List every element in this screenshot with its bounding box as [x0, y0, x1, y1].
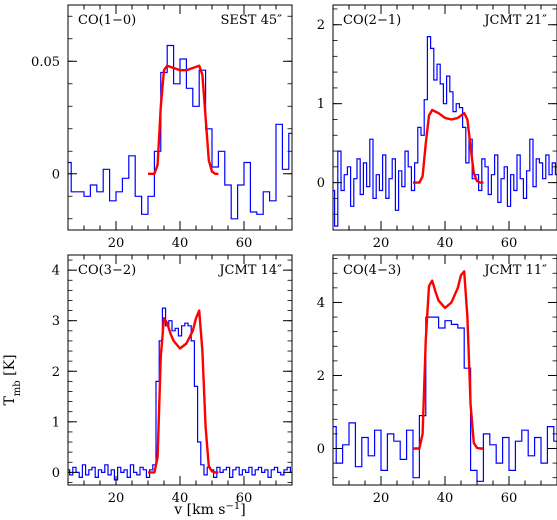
y-tick-label: 4: [52, 264, 60, 279]
y-tick-label: 0: [52, 167, 60, 182]
panel-frame: [67, 4, 293, 231]
observed-spectrum: [68, 44, 292, 220]
x-tick-label: 20: [108, 236, 125, 251]
model-profile: [413, 108, 484, 184]
y-tick-label: 0: [317, 176, 325, 191]
x-tick-label: 60: [236, 491, 253, 506]
transition-label: CO(1−0): [78, 13, 136, 28]
telescope-label: JCMT 14″: [217, 263, 282, 278]
model-profile: [148, 64, 219, 175]
panel-4: 20 40 60 0 2 4 CO(4−3) JCMT 11″: [317, 254, 557, 506]
transition-label: CO(2−1): [343, 13, 401, 28]
telescope-label: JCMT 11″: [482, 263, 547, 278]
y-tick-label: 4: [317, 296, 325, 311]
transition-label: CO(4−3): [343, 263, 401, 278]
y-tick-label: 2: [317, 369, 325, 384]
x-tick-label: 20: [373, 491, 390, 506]
x-tick-label: 40: [172, 491, 189, 506]
observed-spectrum: [68, 307, 292, 481]
y-tick-label: 1: [52, 415, 60, 430]
y-tick-label: 2: [317, 18, 325, 33]
panel-frame: [332, 254, 557, 486]
telescope-label: JCMT 21″: [482, 13, 547, 28]
x-tick-label: 60: [501, 236, 518, 251]
x-axis-label: v [km s−1]: [173, 501, 245, 519]
observed-spectrum: [333, 36, 557, 227]
y-tick-label: 2: [52, 365, 60, 380]
model-profile: [413, 270, 484, 450]
panel-3: 20 40 60 0 1 2 3 4 CO(3−2) JCMT 14″: [52, 254, 293, 506]
y-tick-label: 0: [52, 466, 60, 481]
telescope-label: SEST 45″: [220, 13, 282, 28]
x-tick-label: 20: [108, 491, 125, 506]
y-tick-label: 0.05: [31, 55, 60, 70]
x-tick-label: 60: [501, 491, 518, 506]
y-axis-label: Tmb [K]: [2, 354, 23, 405]
panel-frame: [67, 254, 293, 486]
panel-2: 20 40 60 0 1 2 CO(2−1) JCMT 21″: [317, 4, 557, 251]
transition-label: CO(3−2): [78, 263, 136, 278]
x-tick-label: 40: [172, 236, 189, 251]
x-tick-label: 40: [437, 491, 454, 506]
y-tick-label: 0: [317, 442, 325, 457]
x-tick-label: 40: [437, 236, 454, 251]
y-tick-label: 3: [52, 314, 60, 329]
model-profile: [148, 309, 219, 474]
x-tick-label: 60: [236, 236, 253, 251]
y-tick-label: 1: [317, 97, 325, 112]
observed-spectrum: [333, 316, 557, 482]
x-tick-label: 20: [373, 236, 390, 251]
panel-1: 20 40 60 0 0.05 CO(1−0) SEST 45″: [31, 4, 293, 251]
